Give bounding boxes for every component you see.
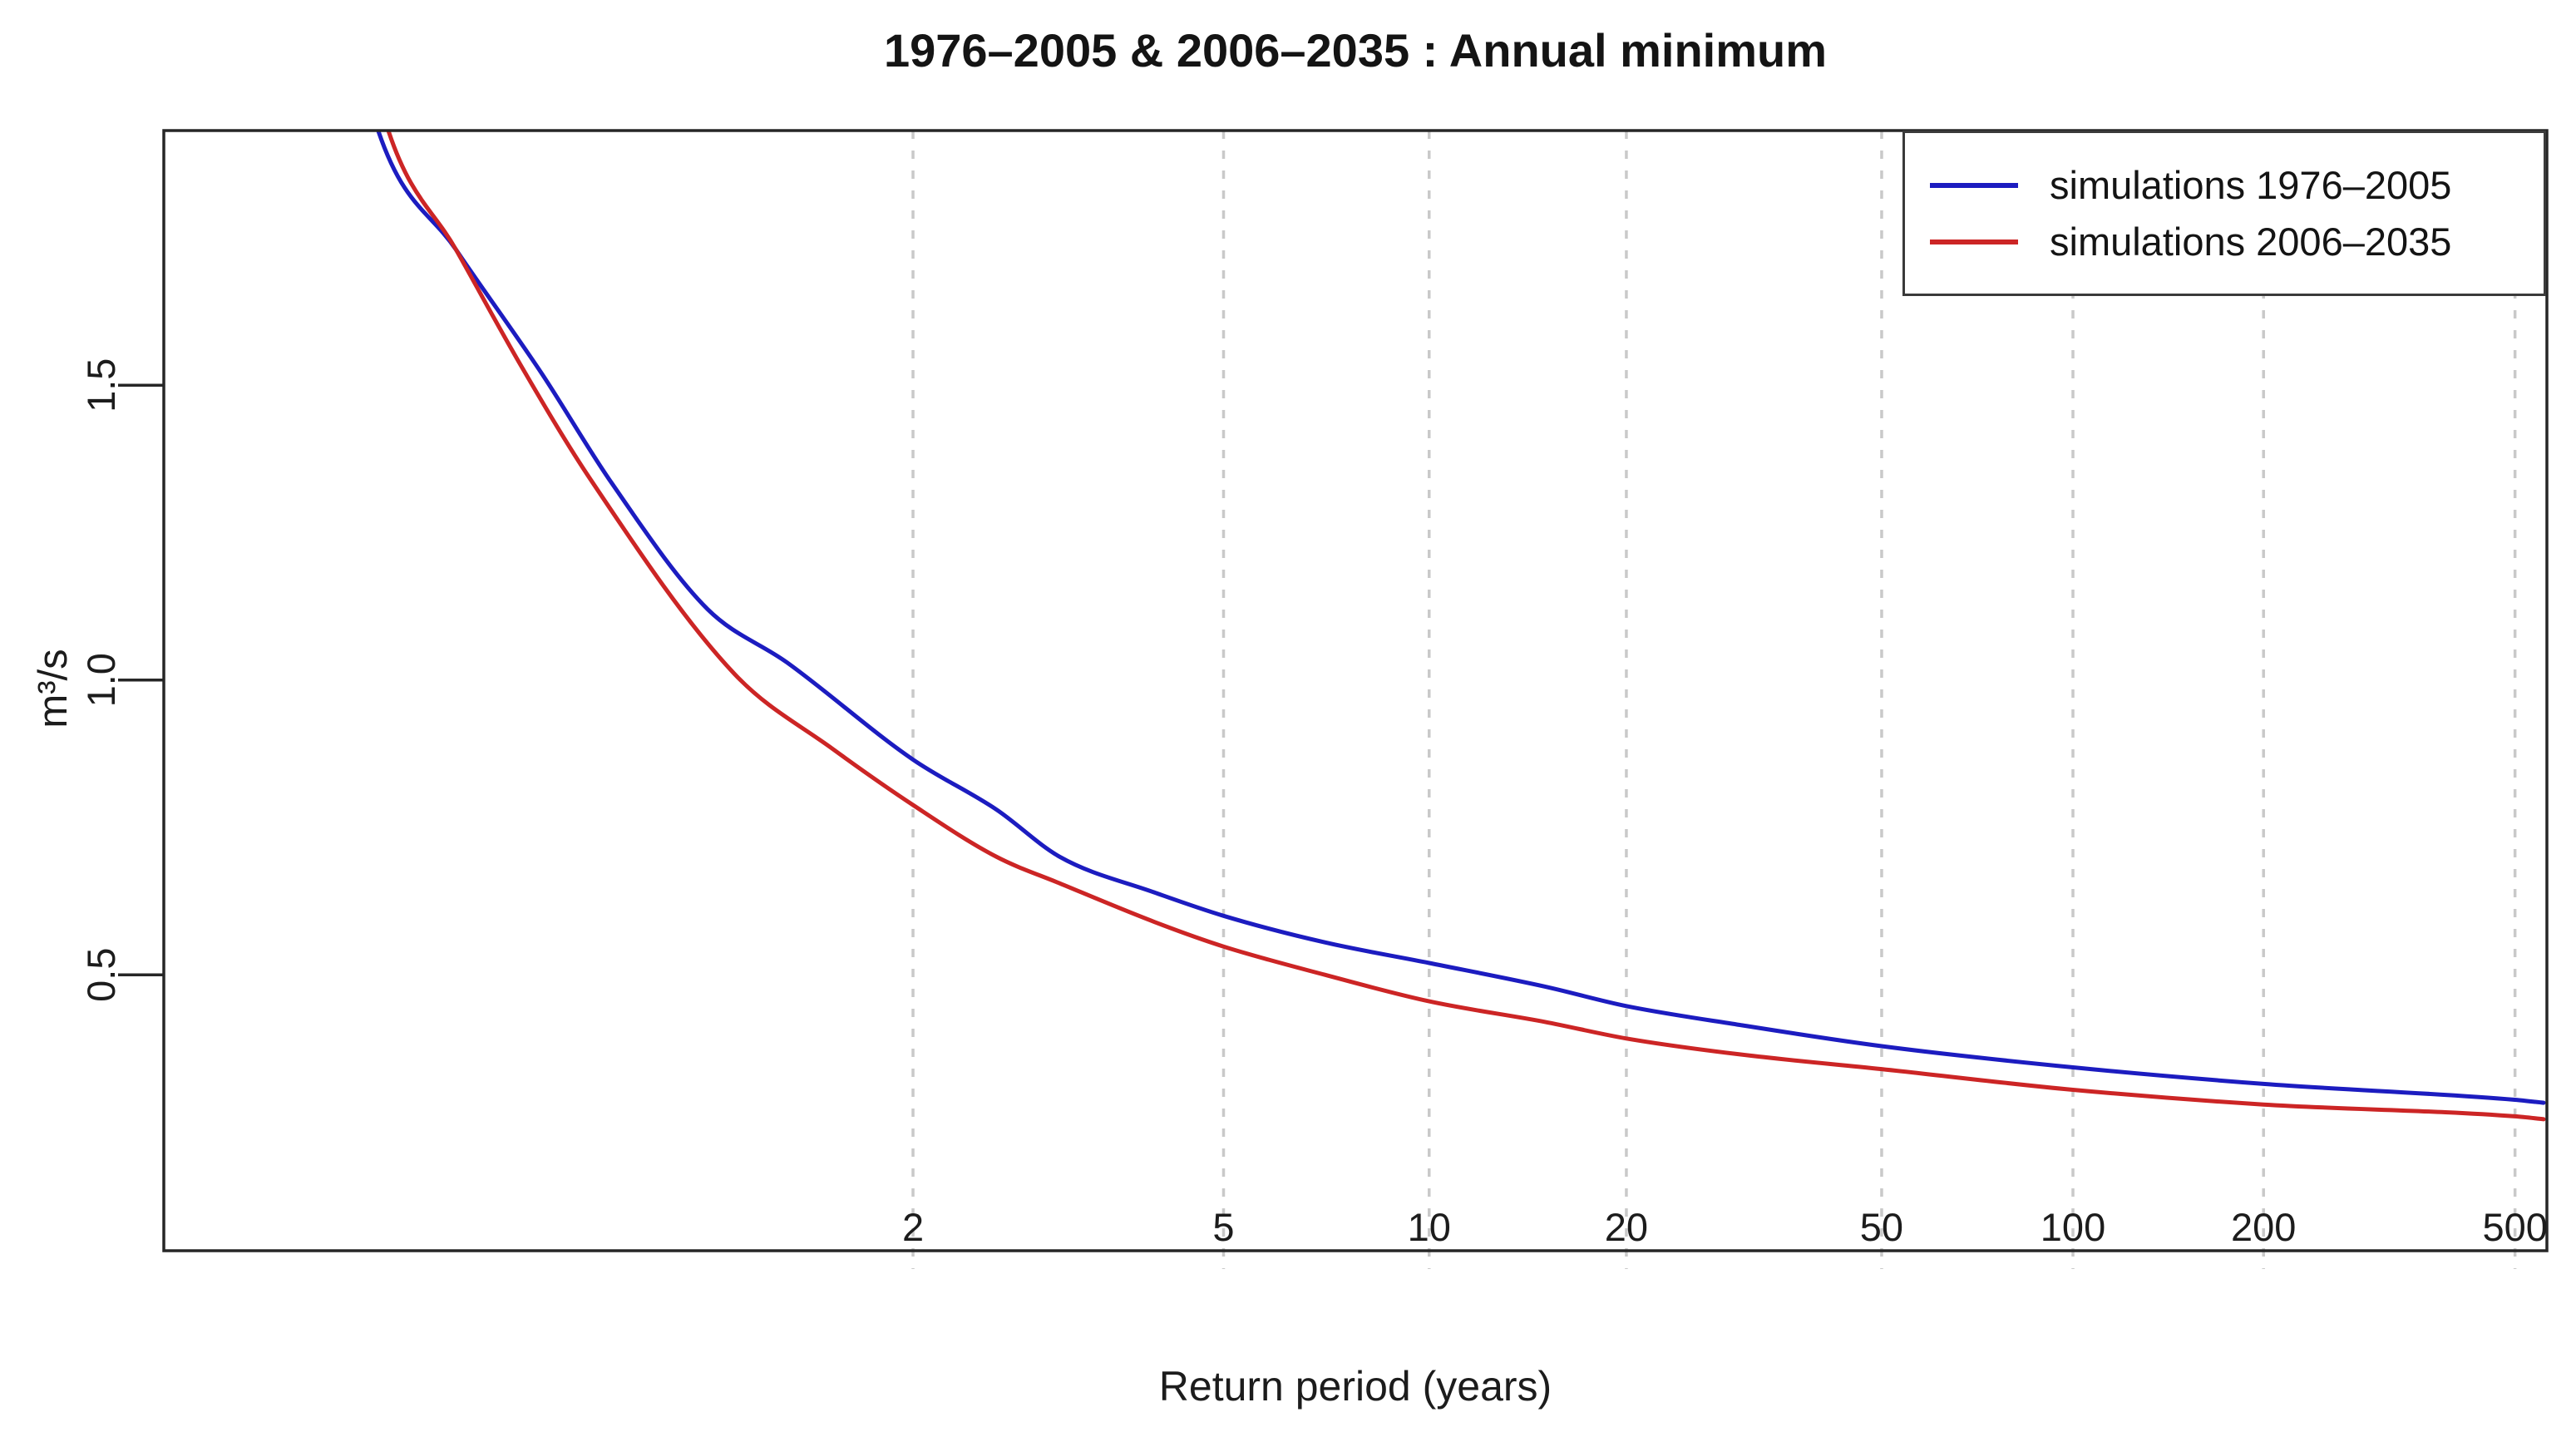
chart-title: 1976–2005 & 2006–2035 : Annual minimum bbox=[883, 24, 1828, 77]
x-tick-label: 500 bbox=[2482, 1205, 2547, 1249]
y-tick-label: 1.0 bbox=[79, 653, 123, 707]
y-tick-label: 0.5 bbox=[79, 948, 123, 1002]
x-axis-label: Return period (years) bbox=[1158, 1363, 1552, 1410]
x-tick-label: 10 bbox=[1408, 1205, 1451, 1249]
x-tick-label: 2 bbox=[902, 1205, 924, 1249]
legend-line-swatch-red bbox=[1930, 239, 2018, 244]
x-tick-label: 100 bbox=[2041, 1205, 2105, 1249]
legend: simulations 1976–2005 simulations 2006–2… bbox=[1902, 131, 2546, 296]
legend-line-swatch-blue bbox=[1930, 182, 2018, 188]
legend-item-1976-2005: simulations 1976–2005 bbox=[1930, 163, 2544, 207]
x-tick-label: 20 bbox=[1605, 1205, 1648, 1249]
series-curve-0 bbox=[376, 131, 2546, 1105]
legend-label: simulations 2006–2035 bbox=[2050, 220, 2452, 264]
x-tick-label: 200 bbox=[2231, 1205, 2296, 1249]
plot-frame bbox=[162, 129, 2549, 1252]
series-curve-1 bbox=[386, 131, 2546, 1122]
x-tick-label: 50 bbox=[1860, 1205, 1903, 1249]
legend-item-2006-2035: simulations 2006–2035 bbox=[1930, 220, 2544, 264]
y-tick-label: 1.5 bbox=[79, 358, 123, 412]
x-tick-label: 5 bbox=[1212, 1205, 1234, 1249]
legend-label: simulations 1976–2005 bbox=[2050, 163, 2452, 207]
